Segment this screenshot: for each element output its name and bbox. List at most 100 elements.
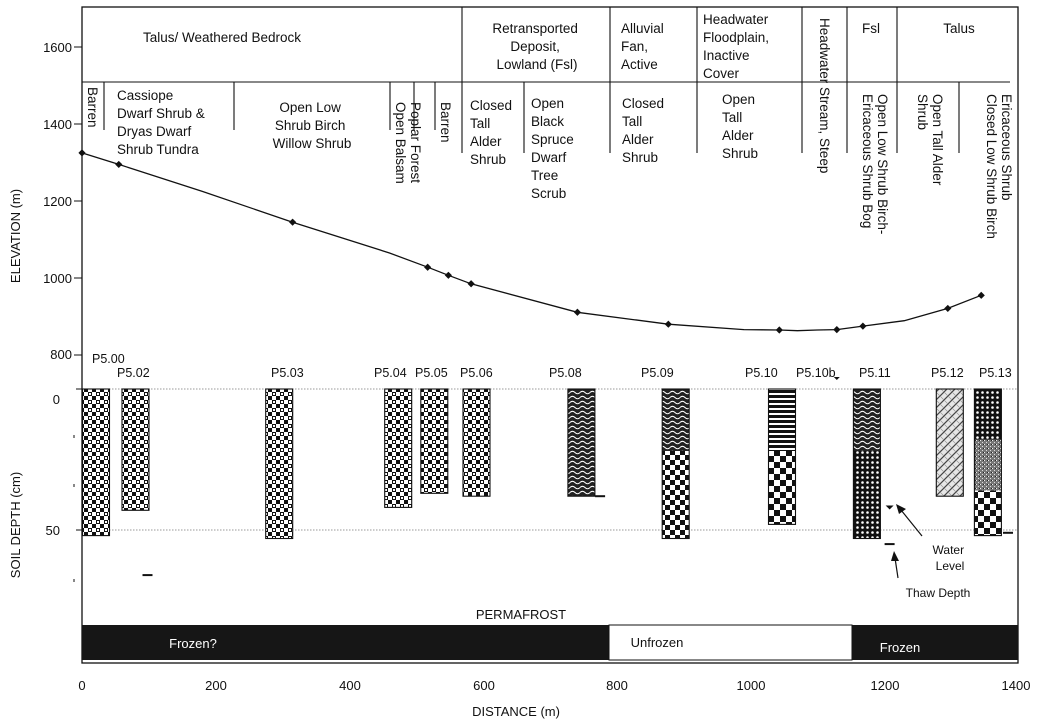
- vegetation-open-balsam-poplar: Open Balsam Poplar Forest: [393, 102, 423, 188]
- plot-label: P5.10: [745, 366, 778, 380]
- soil-layer: [974, 439, 1002, 491]
- water-level-mark: [885, 505, 894, 510]
- plot-label: P5.08: [549, 366, 582, 380]
- permafrost-bar: Frozen? Unfrozen Frozen: [82, 624, 1018, 661]
- vegetation-open-tall-alder-2: Open Tall Alder Shrub: [915, 94, 945, 189]
- soil-layer: [768, 389, 796, 451]
- plot-label: P5.04: [374, 366, 407, 380]
- landform-headwater-floodplain: Headwater Floodplain, Inactive Cover: [703, 12, 773, 81]
- depth-tick-label: 0: [53, 392, 60, 407]
- elevation-point: [573, 308, 582, 316]
- elevation-axis-label: ELEVATION (m): [8, 189, 23, 283]
- plot-label: P5.03: [271, 366, 304, 380]
- plot-label: P5.00: [92, 352, 125, 366]
- distance-tick-label: 1200: [871, 678, 900, 693]
- soil-column-p5-12: [935, 388, 964, 497]
- distance-tick-label: 1000: [737, 678, 766, 693]
- soil-column-p5-13: [973, 388, 1002, 537]
- elevation-ticks: 800 1000 1200 1400 1600: [43, 40, 82, 362]
- permafrost-frozen-label: Frozen: [880, 640, 920, 655]
- elevation-point: [859, 322, 867, 330]
- permafrost-zone-frozen: [852, 625, 1018, 660]
- plot-labels: P5.00 P5.02 P5.03 P5.04 P5.05 P5.06 P5.0…: [92, 352, 1012, 380]
- distance-tick-label: 600: [473, 678, 495, 693]
- elevation-point: [467, 280, 475, 288]
- elevation-point: [115, 160, 123, 169]
- soil-layer: [662, 389, 690, 451]
- elevation-point: [977, 291, 985, 299]
- soil-layer: [82, 389, 110, 536]
- landform-talus-weathered-bedrock: Talus/ Weathered Bedrock: [143, 30, 301, 45]
- plot-label: P5.13: [979, 366, 1012, 380]
- soil-column-p5-03: [265, 388, 294, 540]
- plot-label: P5.06: [460, 366, 493, 380]
- permafrost-unfrozen-label: Unfrozen: [631, 635, 684, 650]
- elevation-point: [78, 149, 86, 157]
- landform-talus: Talus: [943, 21, 975, 36]
- elevation-tick-label: 1200: [43, 194, 72, 209]
- soil-layer: [974, 490, 1002, 536]
- soil-layer: [463, 389, 490, 497]
- depth-ticks: 0 50: [46, 388, 82, 582]
- depth-tick-label: 50: [46, 523, 60, 538]
- vegetation-closed-tall-alder-1: Closed Tall Alder Shrub: [470, 98, 516, 167]
- soil-layer: [853, 451, 881, 539]
- distance-tick-label: 800: [606, 678, 628, 693]
- permafrost-zone-unfrozen: [608, 624, 853, 661]
- vegetation-labels: Barren Cassiope Dwarf Shrub & Dryas Dwar…: [85, 87, 1014, 243]
- soil-layer: [567, 389, 595, 497]
- elevation-point: [289, 218, 297, 226]
- elevation-tick-label: 1400: [43, 117, 72, 132]
- soil-column-p5-10: [767, 388, 797, 525]
- elevation-tick-label: 1000: [43, 271, 72, 286]
- vegetation-cassiope-dryas-tundra: Cassiope Dwarf Shrub & Dryas Dwarf Shrub…: [117, 88, 209, 157]
- soil-column-p5-08: [567, 388, 596, 497]
- soil-column-p5-00: [81, 388, 111, 537]
- soil-column-p5-09: [661, 388, 690, 540]
- permafrost-frozen-uncertain-label: Frozen?: [169, 636, 217, 651]
- elevation-point: [424, 263, 432, 271]
- thaw-depth-label: Thaw Depth: [906, 586, 971, 600]
- soil-layer: [974, 389, 1002, 440]
- vegetation-open-black-spruce: Open Black Spruce Dwarf Tree Scrub: [531, 96, 578, 201]
- elevation-tick-label: 800: [50, 347, 72, 362]
- permafrost-zone-frozen-uncertain: [82, 625, 609, 660]
- soil-layer: [853, 389, 881, 451]
- distance-tick-label: 200: [205, 678, 227, 693]
- elevation-point: [664, 320, 672, 328]
- landform-header-grid: [82, 7, 1010, 153]
- vegetation-closed-low-shrub-birch: Closed Low Shrub Birch Ericaceous Shrub: [984, 94, 1014, 243]
- distance-ticks: 0 200 400 600 800 1000 1200 1400: [78, 678, 1030, 693]
- plot-label: P5.05: [415, 366, 448, 380]
- vegetation-barren-2: Barren: [438, 102, 453, 143]
- soil-layer: [936, 389, 964, 497]
- landform-alluvial-fan: Alluvial Fan, Active: [621, 21, 668, 72]
- soil-column-p5-11: [852, 388, 881, 540]
- distance-axis-label: DISTANCE (m): [472, 704, 560, 719]
- plot-label: P5.11: [859, 366, 891, 380]
- soil-column-p5-06: [462, 388, 491, 497]
- soil-layer: [122, 389, 149, 511]
- elevation-point: [775, 326, 783, 334]
- vegetation-open-tall-alder-1: Open Tall Alder Shrub: [722, 92, 759, 161]
- soil-column-p5-05: [420, 388, 449, 494]
- permafrost-label: PERMAFROST: [476, 607, 566, 622]
- distance-tick-label: 400: [339, 678, 361, 693]
- plot-label: P5.10b: [796, 366, 836, 380]
- plot-label: P5.09: [641, 366, 674, 380]
- landform-retransported-deposit: Retransported Deposit, Lowland (Fsl): [492, 21, 581, 72]
- soil-layer: [265, 389, 293, 539]
- landform-headwater-stream: Headwater Stream, Steep: [817, 18, 832, 173]
- elevation-tick-label: 1600: [43, 40, 72, 55]
- elevation-point: [444, 271, 452, 279]
- landform-fsl: Fsl: [862, 21, 880, 36]
- distance-tick-label: 0: [78, 678, 85, 693]
- vegetation-open-low-shrub-birch-willow: Open Low Shrub Birch Willow Shrub: [273, 100, 352, 151]
- elevation-point: [833, 325, 841, 334]
- vegetation-closed-tall-alder-2: Closed Tall Alder Shrub: [622, 96, 668, 165]
- vegetation-open-low-shrub-birch-bog: Open Low Shrub Birch- Ericaceous Shrub B…: [860, 94, 890, 238]
- elevation-points: [78, 149, 985, 334]
- water-thaw-annotations: Water Level Thaw Depth: [891, 504, 970, 600]
- soil-profile-columns: [81, 388, 1002, 540]
